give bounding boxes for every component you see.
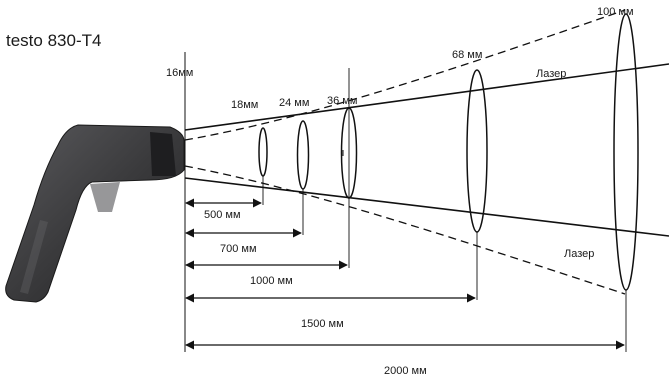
spot-ellipse-500 [258, 127, 268, 177]
laser-label-top: Лазер [536, 68, 566, 80]
device-title: testo 830-T4 [6, 31, 101, 50]
spot-label-2000: 100 мм [597, 6, 634, 18]
thermometer-device-image [5, 124, 185, 303]
spot-ellipse-2000 [613, 13, 639, 291]
laser-line-bottom [184, 177, 669, 237]
distance-label-2000: 2000 мм [384, 365, 427, 377]
measurement-cone-bottom [184, 165, 626, 295]
distance-label-1500: 1500 мм [301, 318, 344, 330]
aperture-label: 16мм [166, 67, 193, 79]
spot-label-500: 18мм [231, 99, 258, 111]
spot-label-1000: 36 мм [327, 95, 357, 107]
spot-ellipse-700 [296, 120, 310, 190]
laser-label-bottom: Лазер [564, 248, 594, 260]
laser-line-top [184, 63, 669, 131]
spot-ellipse-1500 [466, 69, 488, 233]
distance-label-500: 500 мм [204, 209, 241, 221]
distance-label-700: 700 мм [220, 243, 257, 255]
spot-label-700: 24 мм [279, 97, 309, 109]
spot-label-1500: 68 мм [452, 49, 482, 61]
distance-label-1000: 1000 мм [250, 275, 293, 287]
measurement-cone-top [184, 9, 626, 141]
